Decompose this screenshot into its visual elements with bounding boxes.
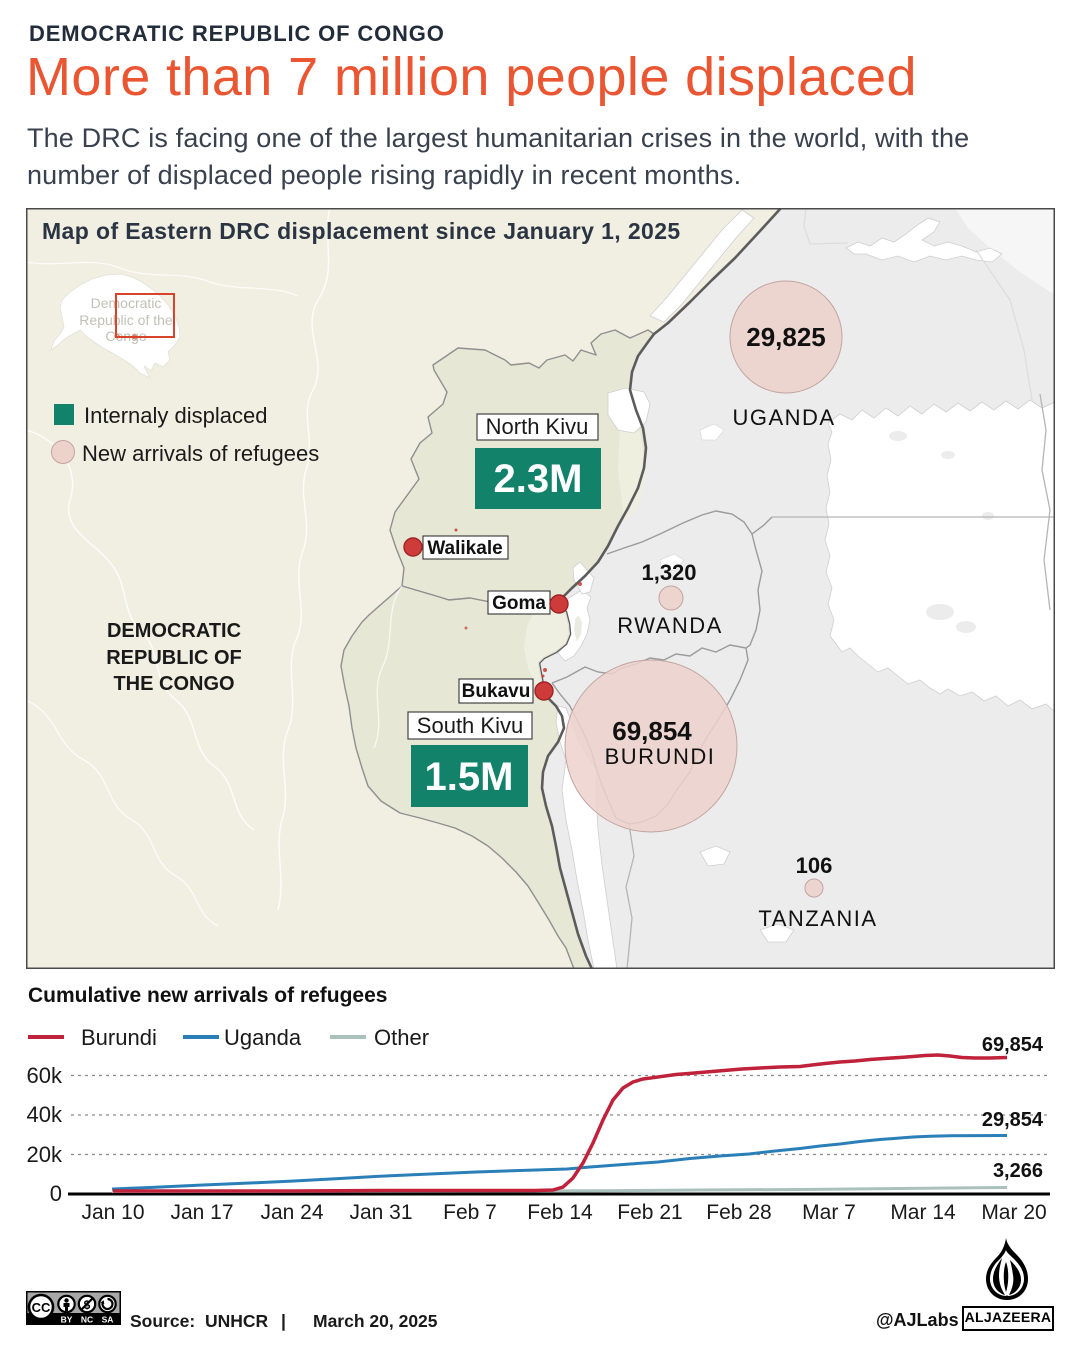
svg-text:20k: 20k [27, 1142, 63, 1167]
svg-text:Democratic: Democratic [91, 295, 162, 311]
svg-text:CC: CC [32, 1300, 51, 1315]
svg-text:Feb 7: Feb 7 [443, 1201, 497, 1224]
svg-text:UGANDA: UGANDA [732, 405, 835, 430]
svg-text:New arrivals of refugees: New arrivals of refugees [82, 441, 319, 466]
svg-text:REPUBLIC OF: REPUBLIC OF [106, 647, 242, 669]
svg-text:3,266: 3,266 [993, 1160, 1043, 1182]
svg-text:29,854: 29,854 [982, 1109, 1044, 1131]
svg-text:Feb 28: Feb 28 [706, 1201, 771, 1224]
svg-text:69,854: 69,854 [612, 716, 692, 746]
svg-text:Burundi: Burundi [81, 1025, 157, 1050]
svg-text:106: 106 [796, 853, 833, 878]
svg-text:Mar 20: Mar 20 [981, 1201, 1046, 1224]
svg-text:BY: BY [61, 1315, 73, 1325]
svg-text:Feb 21: Feb 21 [617, 1201, 682, 1224]
svg-text:Bukavu: Bukavu [462, 681, 531, 702]
svg-text:Feb 14: Feb 14 [527, 1201, 593, 1224]
svg-text:Goma: Goma [492, 593, 546, 614]
svg-text:29,825: 29,825 [746, 322, 826, 352]
svg-text:Map of Eastern DRC displacemen: Map of Eastern DRC displacement since Ja… [42, 218, 681, 244]
svg-text:Other: Other [374, 1025, 429, 1050]
svg-text:Mar 7: Mar 7 [802, 1201, 856, 1224]
svg-text:Internaly displaced: Internaly displaced [84, 403, 267, 428]
svg-text:BURUNDI: BURUNDI [605, 744, 716, 769]
svg-text:TANZANIA: TANZANIA [758, 906, 877, 931]
svg-text:Republic of the: Republic of the [79, 312, 173, 328]
svg-text:1.5M: 1.5M [425, 755, 514, 799]
svg-text:North Kivu: North Kivu [486, 414, 589, 439]
svg-text:2.3M: 2.3M [494, 457, 583, 501]
svg-text:Walikale: Walikale [427, 538, 502, 559]
svg-text:1,320: 1,320 [641, 560, 696, 585]
svg-text:SA: SA [102, 1315, 114, 1325]
svg-text:NC: NC [81, 1315, 93, 1325]
svg-text:Jan 10: Jan 10 [81, 1201, 144, 1224]
svg-text:RWANDA: RWANDA [617, 613, 723, 638]
svg-text:THE CONGO: THE CONGO [113, 673, 234, 695]
svg-text:60k: 60k [27, 1063, 63, 1088]
svg-text:69,854: 69,854 [982, 1034, 1044, 1056]
svg-text:Jan 24: Jan 24 [260, 1201, 323, 1224]
svg-text:Jan 17: Jan 17 [170, 1201, 233, 1224]
svg-text:DEMOCRATIC: DEMOCRATIC [107, 620, 241, 642]
svg-text:0: 0 [50, 1181, 62, 1206]
svg-text:Jan 31: Jan 31 [349, 1201, 412, 1224]
svg-text:Mar 14: Mar 14 [890, 1201, 956, 1224]
svg-text:South Kivu: South Kivu [417, 713, 523, 738]
svg-text:40k: 40k [27, 1102, 63, 1127]
svg-text:Uganda: Uganda [224, 1025, 302, 1050]
